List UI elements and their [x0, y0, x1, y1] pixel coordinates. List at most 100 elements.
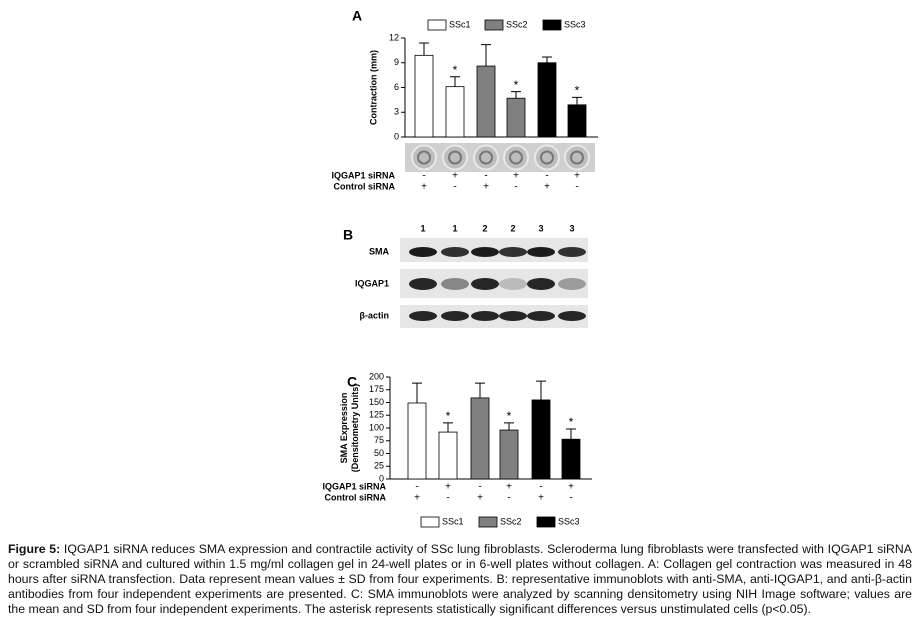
gel-disc [540, 150, 554, 165]
gel-disc [417, 150, 431, 165]
legend-label: SSc3 [564, 19, 586, 29]
bar [414, 54, 434, 138]
significance-mark: * [575, 84, 580, 98]
significance-mark: * [569, 415, 574, 429]
bar [531, 399, 551, 480]
bar [561, 438, 581, 480]
y-tick-label: 9 [394, 57, 399, 67]
significance-mark: * [507, 409, 512, 423]
gel-well [564, 144, 590, 171]
bar [537, 62, 557, 138]
y-tick-label: 200 [369, 371, 384, 381]
blot-band [441, 247, 469, 257]
bar [567, 104, 587, 138]
row-sign: - [569, 493, 572, 504]
row-sign: + [506, 482, 512, 493]
y-tick-label: 150 [369, 397, 384, 407]
row-label: IQGAP1 siRNA [331, 170, 395, 180]
y-tick-label: 3 [394, 107, 399, 117]
row-sign: + [513, 171, 519, 182]
lane-label: 2 [510, 223, 515, 233]
bar [476, 65, 496, 138]
row-sign: - [484, 171, 487, 182]
blot-band [527, 247, 555, 257]
blot-band [409, 247, 437, 257]
blot-row-label: SMA [369, 246, 390, 256]
row-sign: - [478, 482, 481, 493]
error-bar [443, 422, 453, 433]
lane-label: 2 [482, 223, 487, 233]
row-sign: + [568, 482, 574, 493]
bar [438, 431, 458, 480]
legend-swatch [427, 19, 447, 31]
y-axis-label: Contraction (mm) [368, 50, 378, 125]
gel-well [411, 144, 437, 171]
legend-label: SSc1 [449, 19, 471, 29]
legend-label: SSc2 [506, 19, 528, 29]
row-sign: - [545, 171, 548, 182]
bar [407, 402, 427, 480]
panel-label: C [347, 374, 357, 390]
blot-band [558, 247, 586, 257]
blot-band [409, 311, 437, 321]
row-sign: - [453, 182, 456, 193]
blot-band [409, 278, 437, 290]
error-bar [511, 91, 521, 99]
error-bar [412, 382, 422, 404]
error-bar [542, 56, 552, 63]
y-tick-label: 0 [394, 131, 399, 141]
blot-band [558, 311, 586, 321]
row-sign: - [422, 171, 425, 182]
row-sign: + [414, 493, 420, 504]
gel-disc [448, 150, 462, 165]
legend-swatch [478, 516, 498, 528]
row-sign: - [539, 482, 542, 493]
panel-label: A [352, 8, 362, 24]
blot-band [499, 311, 527, 321]
lane-label: 1 [452, 223, 457, 233]
gel-disc [509, 150, 523, 165]
gel-well [442, 144, 468, 171]
error-bar [481, 44, 491, 67]
blot-band [558, 278, 586, 290]
y-tick-label: 12 [389, 32, 399, 42]
row-sign: - [507, 493, 510, 504]
blot-band [441, 311, 469, 321]
row-sign: + [452, 171, 458, 182]
legend-label: SSc2 [500, 516, 522, 526]
row-sign: - [575, 182, 578, 193]
lane-label: 1 [420, 223, 425, 233]
y-tick-label: 125 [369, 410, 384, 420]
legend-swatch [542, 19, 562, 31]
row-sign: + [538, 493, 544, 504]
error-bar [504, 422, 514, 431]
row-label: IQGAP1 siRNA [322, 481, 386, 491]
row-sign: + [574, 171, 580, 182]
row-sign: + [483, 182, 489, 193]
bar [445, 86, 465, 138]
blot-band [499, 247, 527, 257]
y-tick-label: 6 [394, 82, 399, 92]
legend-label: SSc1 [442, 516, 464, 526]
blot-band [527, 278, 555, 290]
caption-text: IQGAP1 siRNA reduces SMA expression and … [8, 542, 912, 616]
error-bar [566, 428, 576, 440]
bar [506, 97, 526, 138]
blot-band [527, 311, 555, 321]
legend-swatch [536, 516, 556, 528]
error-bar [419, 42, 429, 56]
caption-lead: Figure 5: [8, 542, 61, 556]
blot-row-label: IQGAP1 [355, 278, 389, 288]
lane-label: 3 [569, 223, 574, 233]
row-label: Control siRNA [334, 181, 396, 191]
bar [499, 429, 519, 480]
blot-band [441, 278, 469, 290]
y-tick-label: 50 [374, 448, 384, 458]
significance-mark: * [446, 409, 451, 423]
gel-disc [479, 150, 493, 165]
error-bar [475, 382, 485, 398]
legend-swatch [420, 516, 440, 528]
gel-well [503, 144, 529, 171]
